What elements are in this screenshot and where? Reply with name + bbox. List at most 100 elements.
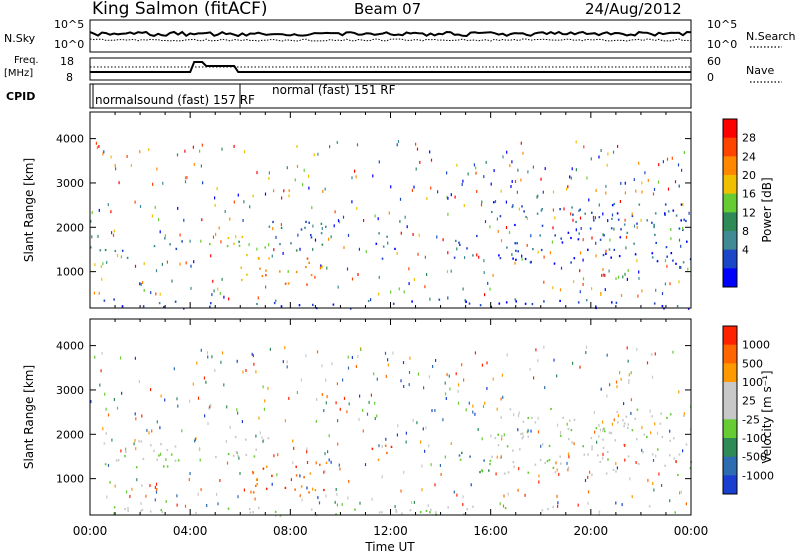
power-noise-cell xyxy=(142,281,144,284)
velocity-noise-cell xyxy=(116,406,119,410)
velocity-cell xyxy=(513,465,515,468)
power-noise-cell xyxy=(658,163,660,167)
power-noise-cell xyxy=(282,251,284,255)
velocity-cell xyxy=(252,491,255,494)
power-noise-cell xyxy=(462,179,464,183)
colorbar-tick-label: -500 xyxy=(742,451,767,464)
power-cell xyxy=(680,219,682,222)
velocity-noise-cell xyxy=(131,487,133,491)
power-noise-cell xyxy=(273,189,275,193)
colorbar-tick-label: 4 xyxy=(742,244,749,257)
velocity-noise-cell xyxy=(325,378,327,382)
colorbar-swatch xyxy=(723,344,737,364)
power-noise-cell xyxy=(311,206,313,210)
power-cell xyxy=(459,243,461,246)
power-cell xyxy=(577,238,580,241)
velocity-cell xyxy=(284,486,287,489)
power-cell xyxy=(539,234,541,237)
power-noise-cell xyxy=(579,269,581,273)
velocity-cell xyxy=(683,414,685,417)
power-noise-cell xyxy=(559,288,562,292)
velocity-noise-cell xyxy=(312,487,314,491)
velocity-noise-cell xyxy=(409,356,411,360)
power-noise-cell xyxy=(492,273,494,277)
velocity-noise-cell xyxy=(160,394,162,398)
power-noise-cell xyxy=(450,193,452,197)
power-cell xyxy=(611,217,613,220)
power-noise-cell xyxy=(662,160,664,164)
power-noise-cell xyxy=(664,282,666,286)
power-noise-cell xyxy=(333,224,335,228)
power-cell xyxy=(306,257,309,260)
velocity-noise-cell xyxy=(496,407,498,411)
velocity-noise-cell xyxy=(255,434,257,438)
velocity-noise-cell xyxy=(615,501,617,505)
velocity-cell xyxy=(617,421,619,424)
velocity-noise-cell xyxy=(198,448,200,452)
power-noise-cell xyxy=(100,265,102,268)
power-noise-cell xyxy=(243,200,245,204)
power-noise-cell xyxy=(336,140,338,144)
power-noise-cell xyxy=(155,292,157,296)
velocity-cell xyxy=(643,433,646,436)
velocity-noise-cell xyxy=(209,405,211,409)
freq-label: Freq. xyxy=(14,55,39,66)
power-noise-cell xyxy=(505,200,507,204)
velocity-cell xyxy=(623,443,625,446)
velocity-cell xyxy=(669,413,672,416)
velocity-noise-cell xyxy=(556,468,558,472)
power-noise-cell xyxy=(670,228,672,231)
power-noise-cell xyxy=(159,292,161,296)
velocity-noise-cell xyxy=(444,392,447,396)
velocity-cell xyxy=(141,508,144,511)
velocity-cell xyxy=(669,454,671,457)
velocity-cell xyxy=(522,420,525,423)
power-cell xyxy=(99,249,102,252)
velocity-noise-cell xyxy=(385,437,387,441)
velocity-colorbar-label: Velocity [m s⁻¹] xyxy=(760,370,774,463)
velocity-noise-cell xyxy=(477,428,479,431)
power-noise-cell xyxy=(608,269,610,273)
power-noise-cell xyxy=(682,226,684,230)
power-noise-cell xyxy=(510,185,512,188)
velocity-noise-cell xyxy=(299,494,301,498)
velocity-noise-cell xyxy=(177,404,179,408)
power-noise-cell xyxy=(612,150,615,154)
velocity-noise-cell xyxy=(463,378,465,382)
velocity-cell xyxy=(300,485,303,488)
velocity-noise-cell xyxy=(456,493,458,497)
velocity-noise-cell xyxy=(669,499,671,503)
power-noise-cell xyxy=(537,250,539,254)
colorbar-swatch xyxy=(723,137,737,157)
power-noise-cell xyxy=(388,211,390,215)
power-noise-cell xyxy=(416,147,419,151)
colorbar-tick-label: 20 xyxy=(742,169,756,182)
power-noise-cell xyxy=(483,271,485,275)
velocity-cell xyxy=(598,510,601,513)
velocity-cell xyxy=(434,511,437,514)
power-noise-cell xyxy=(189,239,191,243)
power-noise-cell xyxy=(600,149,602,152)
velocity-noise-cell xyxy=(654,422,656,426)
power-noise-cell xyxy=(537,194,539,198)
power-noise-cell xyxy=(572,218,574,222)
power-cell xyxy=(392,302,395,305)
velocity-noise-cell xyxy=(149,484,151,488)
velocity-cell xyxy=(531,416,533,419)
power-cell xyxy=(664,213,666,216)
power-noise-cell xyxy=(374,214,376,218)
velocity-noise-cell xyxy=(194,438,196,441)
velocity-cell xyxy=(506,445,509,448)
velocity-cell xyxy=(390,445,393,448)
power-noise-cell xyxy=(424,255,426,259)
velocity-noise-cell xyxy=(630,398,632,402)
power-noise-cell xyxy=(573,280,575,284)
velocity-noise-cell xyxy=(261,436,263,440)
velocity-noise-cell xyxy=(496,455,498,459)
power-cell xyxy=(310,274,313,277)
velocity-noise-cell xyxy=(109,480,111,484)
velocity-noise-cell xyxy=(154,498,156,502)
velocity-noise-cell xyxy=(439,464,441,467)
velocity-noise-cell xyxy=(229,425,231,429)
power-noise-cell xyxy=(317,152,319,156)
